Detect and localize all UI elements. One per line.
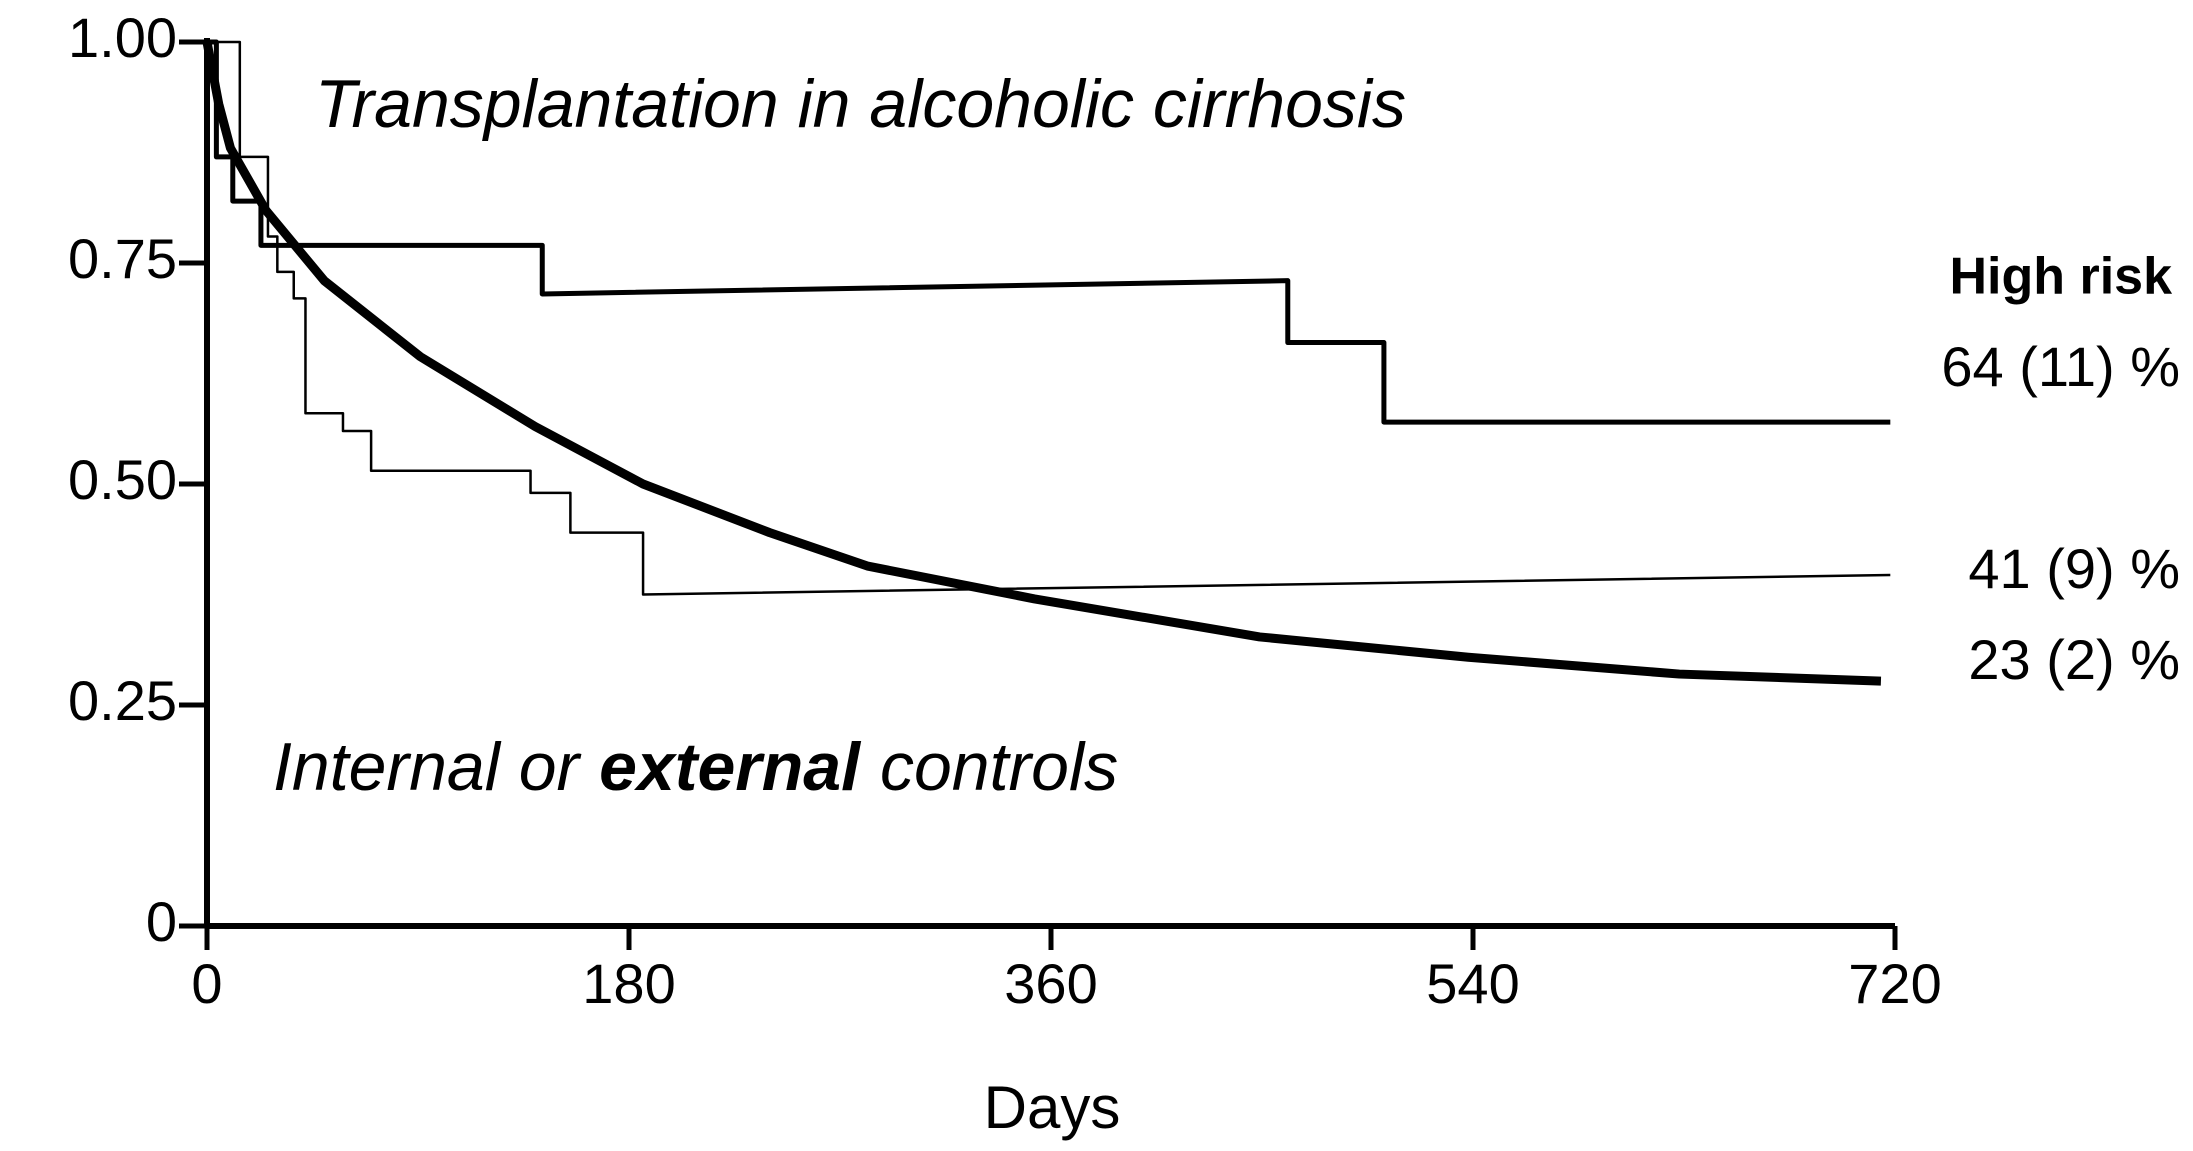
annotation: 23 (2) % xyxy=(1968,628,2180,691)
y-tick-label: 0.75 xyxy=(68,227,177,290)
x-tick-label: 0 xyxy=(191,952,222,1015)
annotation-part: external xyxy=(599,729,862,805)
y-tick-label: 1.00 xyxy=(68,6,177,69)
x-tick-label: 720 xyxy=(1848,952,1941,1015)
annotation: 41 (9) % xyxy=(1968,537,2180,600)
annotation-part: Internal or xyxy=(273,729,582,805)
survival-curve xyxy=(202,41,1882,686)
y-tick-label: 0.50 xyxy=(68,448,177,511)
y-tick-label: 0.25 xyxy=(68,669,177,732)
annotation-part: controls xyxy=(880,729,1118,805)
y-tick-label: 0 xyxy=(146,890,177,953)
annotation: 64 (11) % xyxy=(1941,335,2180,398)
chart-title: Transplantation in alcoholic cirrhosis xyxy=(315,66,1406,142)
x-tick-label: 540 xyxy=(1426,952,1519,1015)
survival-curve xyxy=(207,39,1891,425)
x-tick-label: 360 xyxy=(1004,952,1097,1015)
annotation: Internal or external controls xyxy=(273,729,1118,805)
x-axis-label: Days xyxy=(984,1074,1121,1141)
survival-curve xyxy=(207,40,1891,596)
x-tick-label: 180 xyxy=(582,952,675,1015)
annotation: High risk xyxy=(1950,248,2173,306)
